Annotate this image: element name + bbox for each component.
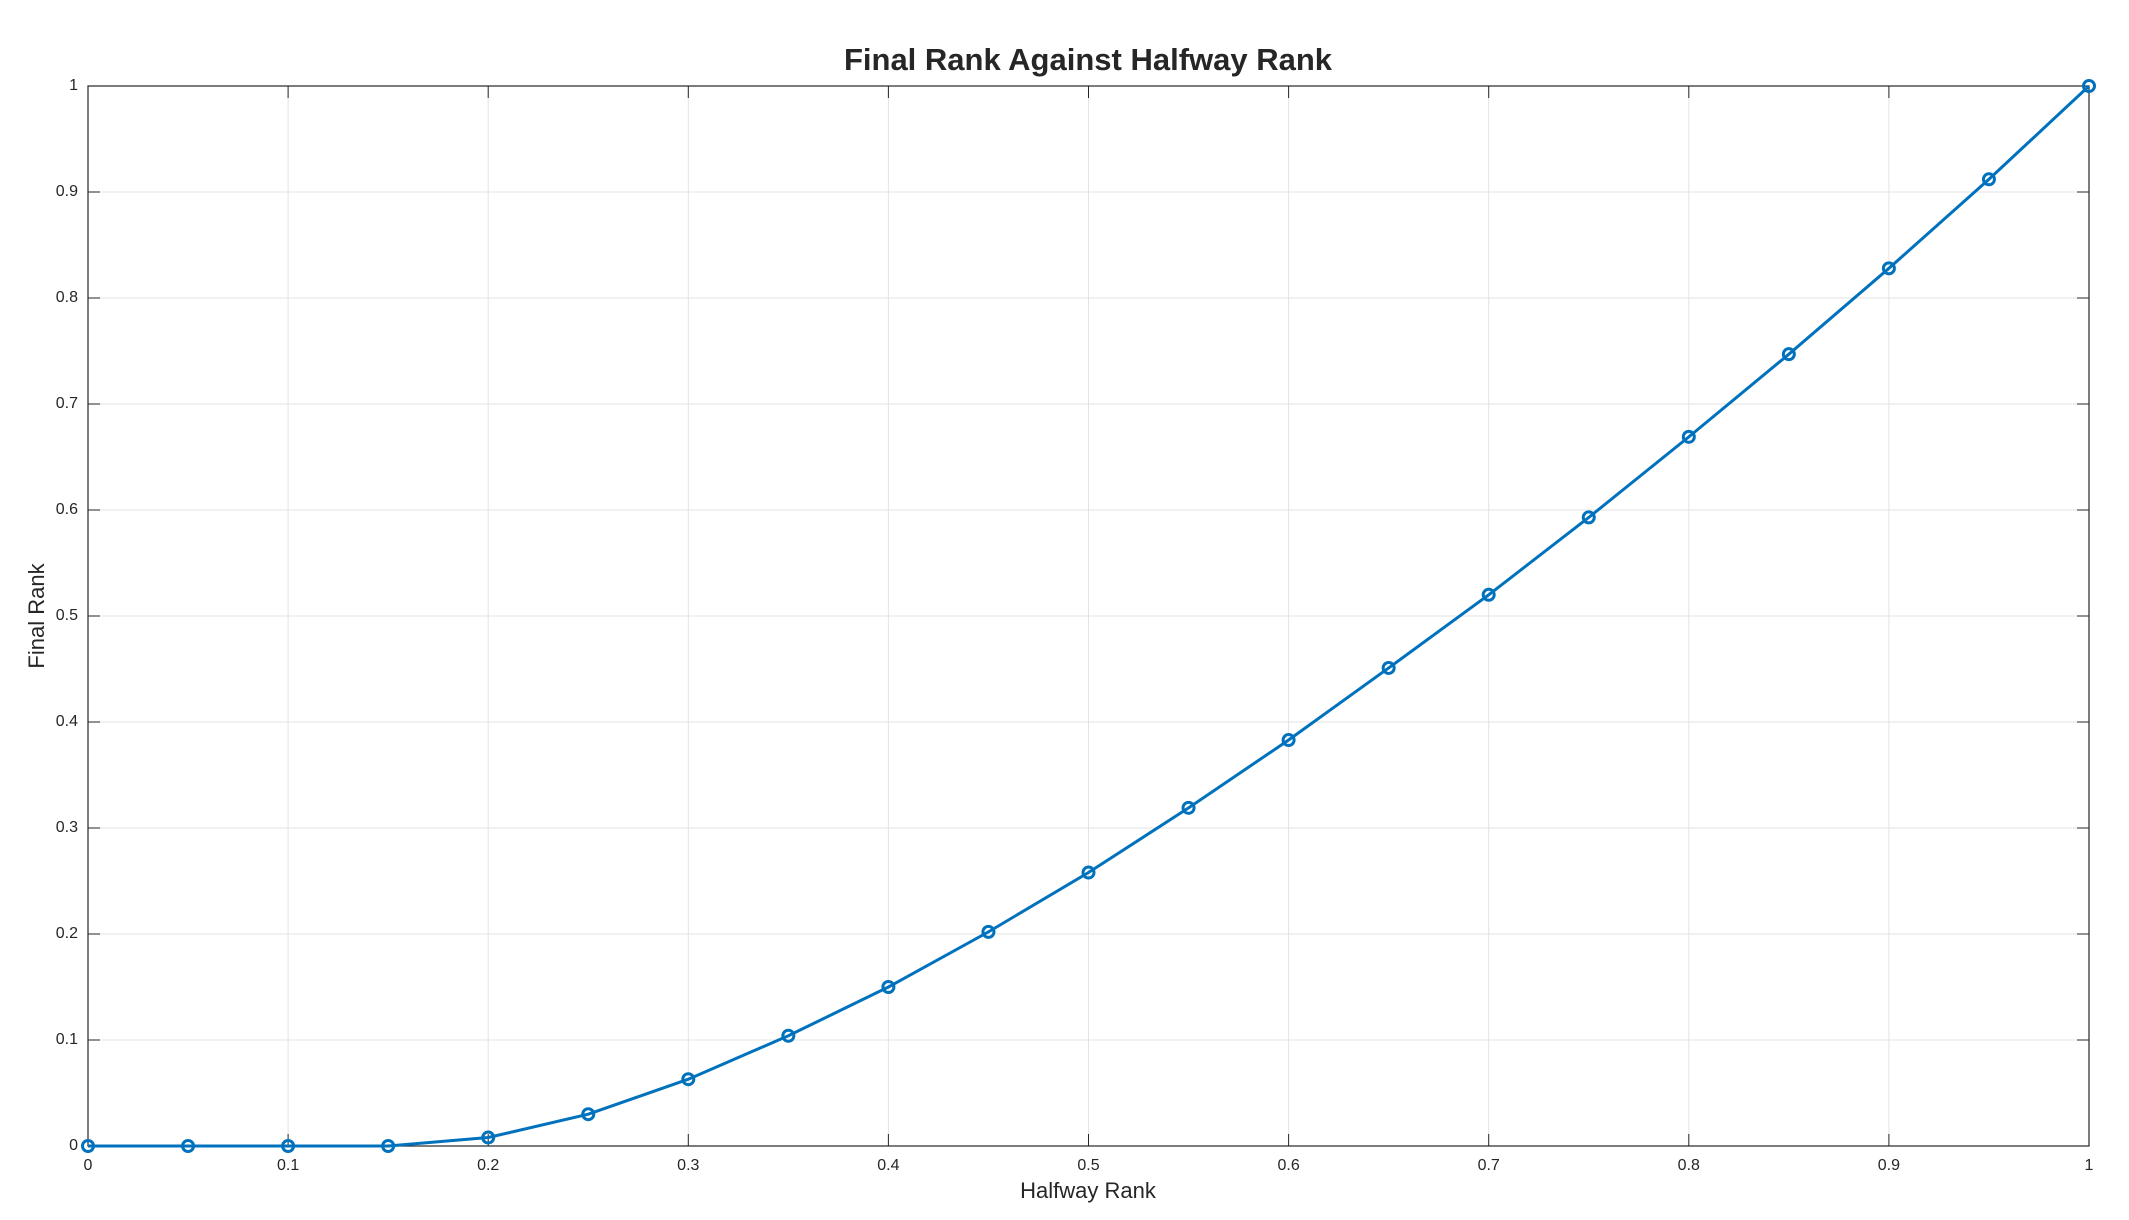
data-marker	[281, 1139, 296, 1153]
x-tick-label: 0	[84, 1157, 93, 1174]
x-axis-label: Halfway Rank	[1020, 1178, 1157, 1203]
x-tick-label: 0.8	[1678, 1157, 1700, 1174]
data-marker	[881, 980, 896, 994]
data-marker	[1081, 865, 1096, 880]
data-marker	[1681, 429, 1696, 444]
data-marker	[181, 1139, 196, 1153]
data-marker	[681, 1072, 696, 1087]
data-marker	[1481, 587, 1496, 602]
data-marker	[1781, 347, 1796, 362]
y-tick-label: 0.6	[56, 501, 78, 518]
data-marker	[381, 1139, 396, 1153]
x-tick-label: 0.7	[1478, 1157, 1500, 1174]
data-marker	[1881, 261, 1896, 276]
x-tick-label: 0.5	[1077, 1157, 1099, 1174]
data-marker	[1981, 172, 1996, 187]
data-marker	[1181, 800, 1196, 815]
data-marker	[81, 1139, 95, 1153]
y-tick-label: 1	[69, 77, 78, 94]
y-tick-label: 0.8	[56, 289, 78, 306]
data-marker	[481, 1130, 496, 1145]
data-marker	[1381, 660, 1396, 675]
data-line	[88, 84, 2091, 1148]
data-marker	[781, 1028, 796, 1043]
y-tick-label: 0	[69, 1137, 78, 1154]
y-tick-label: 0.3	[56, 819, 78, 836]
data-marker	[2082, 79, 2096, 93]
x-tick-label: 0.6	[1277, 1157, 1299, 1174]
x-tick-label: 0.3	[677, 1157, 699, 1174]
y-tick-label: 0.9	[56, 183, 78, 200]
data-marker	[981, 924, 996, 939]
x-tick-label: 1	[2085, 1157, 2094, 1174]
plot-frame	[87, 85, 2090, 1147]
chart-title: Final Rank Against Halfway Rank	[844, 42, 1333, 77]
data-marker	[1581, 510, 1596, 525]
y-tick-label: 0.5	[56, 607, 78, 624]
x-tick-label: 0.9	[1878, 1157, 1900, 1174]
x-tick-label: 0.4	[877, 1157, 899, 1174]
y-tick-label: 0.2	[56, 925, 78, 942]
y-tick-label: 0.7	[56, 395, 78, 412]
data-marker	[581, 1107, 596, 1122]
data-marker	[1281, 733, 1296, 748]
x-tick-label: 0.1	[277, 1157, 299, 1174]
y-tick-label: 0.4	[56, 713, 78, 730]
y-tick-label: 0.1	[56, 1031, 78, 1048]
y-axis-label: Final Rank	[24, 562, 49, 668]
x-tick-label: 0.2	[477, 1157, 499, 1174]
